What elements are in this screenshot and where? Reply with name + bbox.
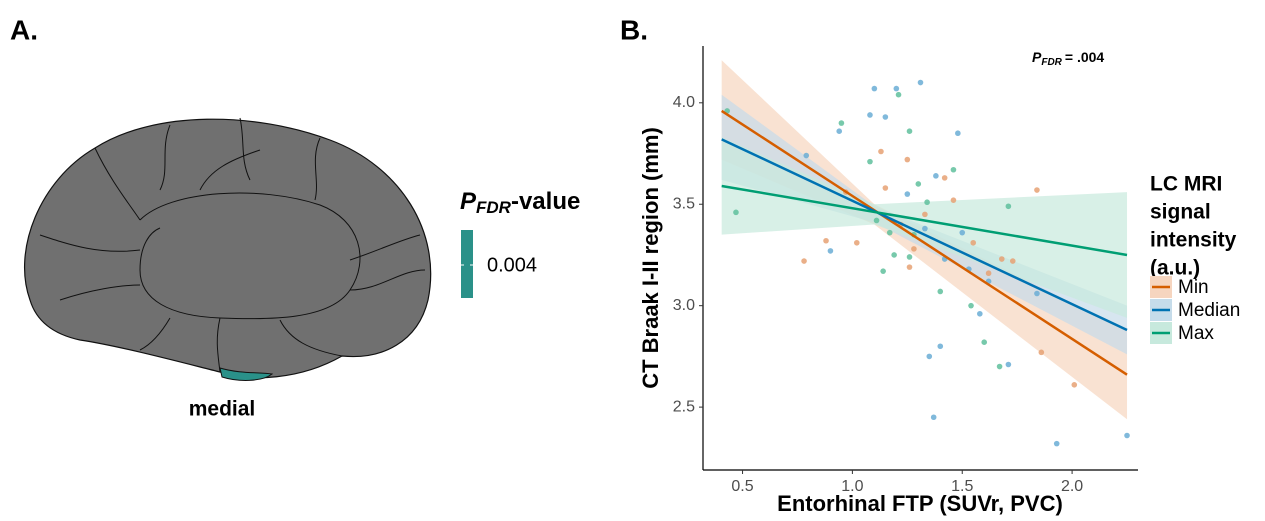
- legend-label: Max: [1178, 323, 1214, 344]
- regression-line: [720, 109, 1128, 376]
- scatter-point: [823, 237, 829, 244]
- scatter-point: [977, 310, 983, 317]
- scatter-point: [836, 128, 843, 135]
- legend-title-suffix: -value: [511, 188, 580, 215]
- scatter-point: [853, 239, 860, 246]
- scatter-point: [959, 229, 966, 236]
- scatter-point: [1124, 432, 1130, 439]
- scatter-point: [998, 256, 1005, 262]
- scatter-point: [924, 199, 930, 206]
- scatter-point: [937, 343, 944, 350]
- scatter-point: [985, 270, 992, 277]
- scatter-point: [937, 288, 944, 295]
- x-tick-label: 1.0: [841, 478, 863, 495]
- scatter-point: [922, 225, 928, 232]
- scatter-point: [1005, 203, 1012, 210]
- scatter-point: [803, 152, 810, 159]
- legend-title: signal: [1150, 201, 1211, 224]
- scatter-point: [904, 156, 911, 163]
- scatter-point: [981, 339, 988, 345]
- x-tick-label: 2.0: [1061, 478, 1083, 495]
- scatter-point: [911, 246, 917, 252]
- scatter-point: [1009, 258, 1016, 264]
- brain: [23, 117, 432, 381]
- scatter-point: [733, 209, 739, 216]
- scatter-point: [968, 302, 974, 309]
- scatter-point: [1038, 349, 1045, 356]
- scatter-point: [893, 85, 900, 92]
- scatter-point: [950, 166, 957, 173]
- legend-title-subscript: FDR: [476, 198, 512, 217]
- annotation-symbol: P: [1032, 49, 1042, 65]
- legend-title: PFDR-value: [460, 188, 580, 217]
- scatter-point: [930, 414, 937, 421]
- scatter-point: [906, 264, 913, 270]
- scatter-point: [1034, 290, 1040, 297]
- legend-title-symbol: P: [460, 188, 477, 215]
- x-tick-label: 0.5: [731, 478, 753, 495]
- scatter-point: [882, 114, 889, 120]
- legend-title: LC MRI: [1150, 173, 1222, 196]
- color-bar: [461, 230, 473, 298]
- scatter-point: [880, 268, 886, 274]
- scatter-point: [1053, 440, 1060, 447]
- scatter-point: [933, 173, 939, 179]
- view-label: medial: [189, 398, 256, 421]
- significant-region: [219, 367, 274, 381]
- scatter-point: [904, 191, 911, 197]
- panel-label: A.: [10, 14, 38, 45]
- annotation-text: = .004: [1065, 49, 1105, 65]
- scatter-point: [941, 175, 948, 181]
- scatter-point: [891, 252, 897, 258]
- x-axis-label: Entorhinal FTP (SUVr, PVC): [777, 491, 1063, 516]
- y-tick-label: 4.0: [673, 94, 695, 111]
- scatter-point: [867, 158, 873, 165]
- y-axis-label: CT Braak I-II region (mm): [638, 127, 663, 389]
- scatter-point: [906, 254, 913, 260]
- color-bar-label: 0.004: [487, 254, 537, 276]
- x-tick-label: 1.5: [951, 478, 973, 495]
- scatter-point: [827, 248, 834, 254]
- scatter-point: [838, 120, 845, 126]
- scatter-point: [950, 197, 957, 203]
- scatter-point: [922, 211, 928, 218]
- legend-title: intensity: [1150, 229, 1237, 252]
- legend-title: (a.u.): [1150, 257, 1200, 280]
- scatter-point: [1071, 381, 1078, 388]
- scatter-point: [873, 217, 880, 224]
- scatter-point: [867, 112, 873, 118]
- panel-label: B.: [620, 14, 648, 45]
- scatter-point: [882, 185, 889, 191]
- scatter-point: [926, 353, 933, 360]
- scatter-point: [915, 181, 922, 187]
- y-tick-label: 3.0: [673, 297, 695, 314]
- scatter-point: [878, 148, 884, 155]
- y-tick-label: 3.5: [673, 195, 695, 212]
- scatter-point: [1034, 187, 1040, 193]
- scatter-point: [996, 363, 1003, 370]
- scatter-point: [895, 91, 902, 98]
- scatter-point: [1005, 361, 1012, 368]
- brain-surface: [23, 118, 432, 379]
- scatter-point: [801, 258, 807, 264]
- scatter-point: [970, 239, 977, 246]
- scatter-point: [906, 128, 913, 135]
- legend-label: Median: [1178, 300, 1240, 321]
- scatter-point: [955, 130, 961, 137]
- y-tick-label: 2.5: [673, 398, 695, 415]
- scatter-point: [886, 229, 893, 236]
- confidence-band: [721, 94, 1128, 355]
- legend-label: Min: [1178, 277, 1209, 298]
- scatter-point: [917, 79, 924, 86]
- regression-line: [721, 184, 1128, 257]
- annotation-subscript: FDR: [1041, 57, 1062, 68]
- regression-line: [721, 138, 1128, 332]
- plot: [720, 60, 1130, 447]
- annotation: PFDR = .004: [1032, 49, 1104, 68]
- scatter-point: [871, 85, 878, 92]
